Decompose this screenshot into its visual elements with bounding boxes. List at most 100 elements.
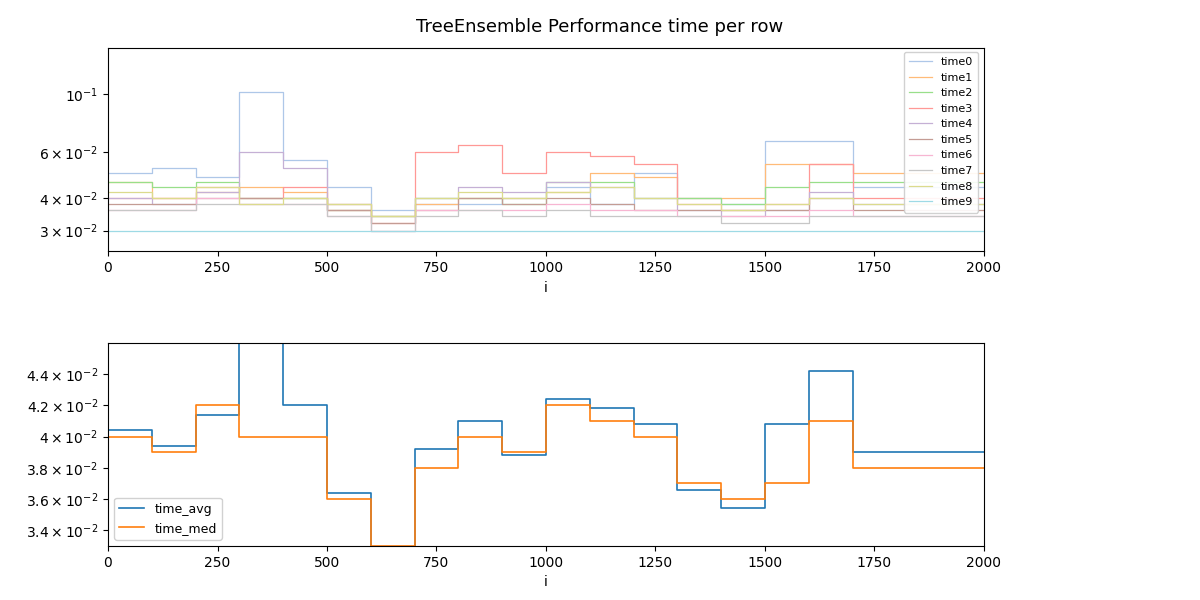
time0 <box>276 156 290 163</box>
time8 <box>145 194 160 202</box>
time9 <box>977 227 991 234</box>
time4 <box>845 200 859 208</box>
time5 <box>145 200 160 208</box>
time8 <box>977 200 991 208</box>
time7 <box>583 213 598 220</box>
time6 <box>802 206 816 214</box>
time7 <box>232 200 247 208</box>
Text: TreeEnsemble Performance time per row: TreeEnsemble Performance time per row <box>416 18 784 36</box>
time8 <box>889 200 904 208</box>
time5 <box>670 206 684 214</box>
time_avg <box>276 401 290 409</box>
time1 <box>670 194 684 202</box>
time1 <box>451 194 466 202</box>
time5 <box>845 206 859 214</box>
time0 <box>714 200 728 208</box>
time7 <box>145 206 160 214</box>
time4 <box>626 194 641 202</box>
time5 <box>758 206 773 214</box>
time_avg <box>583 405 598 412</box>
time8 <box>451 189 466 196</box>
time4 <box>714 213 728 220</box>
time7 <box>845 213 859 220</box>
time7 <box>494 213 509 220</box>
time9 <box>232 227 247 234</box>
time_med <box>802 418 816 425</box>
time9 <box>494 227 509 234</box>
time7 <box>802 213 816 220</box>
time4 <box>188 189 203 196</box>
time6 <box>670 213 684 220</box>
time0 <box>407 200 422 208</box>
time8 <box>934 200 948 208</box>
time_med <box>714 496 728 503</box>
time5 <box>451 194 466 202</box>
time5 <box>407 206 422 214</box>
time2 <box>977 178 991 185</box>
time_avg <box>845 449 859 456</box>
time9 <box>451 227 466 234</box>
time3 <box>451 141 466 148</box>
time9 <box>934 227 948 234</box>
time6 <box>626 206 641 214</box>
time8 <box>232 200 247 208</box>
time4 <box>934 200 948 208</box>
time2 <box>232 194 247 202</box>
time5 <box>319 206 334 214</box>
time9 <box>319 227 334 234</box>
time0 <box>494 194 509 202</box>
Line: time4: time4 <box>108 152 984 217</box>
time_med <box>670 480 684 487</box>
time_avg <box>934 449 948 456</box>
time8 <box>802 194 816 202</box>
time9 <box>276 227 290 234</box>
time5 <box>626 206 641 214</box>
time3 <box>364 220 378 227</box>
time9 <box>758 227 773 234</box>
X-axis label: i: i <box>544 281 548 295</box>
time9 <box>670 227 684 234</box>
time5 <box>188 194 203 202</box>
time8 <box>539 189 553 196</box>
time5 <box>934 206 948 214</box>
time9 <box>407 227 422 234</box>
time7 <box>626 213 641 220</box>
time_avg <box>539 395 553 403</box>
Legend: time0, time1, time2, time3, time4, time5, time6, time7, time8, time9: time0, time1, time2, time3, time4, time5… <box>904 52 978 212</box>
time4 <box>670 206 684 214</box>
time4 <box>539 178 553 185</box>
time5 <box>539 194 553 202</box>
time1 <box>934 169 948 176</box>
time8 <box>626 194 641 202</box>
time9 <box>845 227 859 234</box>
time3 <box>276 184 290 191</box>
time5 <box>802 194 816 202</box>
time9 <box>364 227 378 234</box>
time1 <box>232 184 247 191</box>
time8 <box>714 206 728 214</box>
time0 <box>145 164 160 172</box>
time8 <box>407 194 422 202</box>
time_med <box>319 496 334 503</box>
time3 <box>670 200 684 208</box>
time2 <box>101 178 115 185</box>
time6 <box>494 206 509 214</box>
time0 <box>364 206 378 214</box>
Line: time8: time8 <box>108 187 984 217</box>
Line: time0: time0 <box>108 92 984 210</box>
time7 <box>451 206 466 214</box>
time8 <box>583 184 598 191</box>
time_avg <box>670 486 684 493</box>
Line: time5: time5 <box>108 198 984 223</box>
time4 <box>407 194 422 202</box>
time2 <box>407 194 422 202</box>
time5 <box>889 206 904 214</box>
time5 <box>583 200 598 208</box>
time1 <box>758 160 773 167</box>
time1 <box>407 200 422 208</box>
time3 <box>101 194 115 202</box>
time1 <box>276 189 290 196</box>
time2 <box>188 178 203 185</box>
time7 <box>407 213 422 220</box>
time6 <box>232 200 247 208</box>
